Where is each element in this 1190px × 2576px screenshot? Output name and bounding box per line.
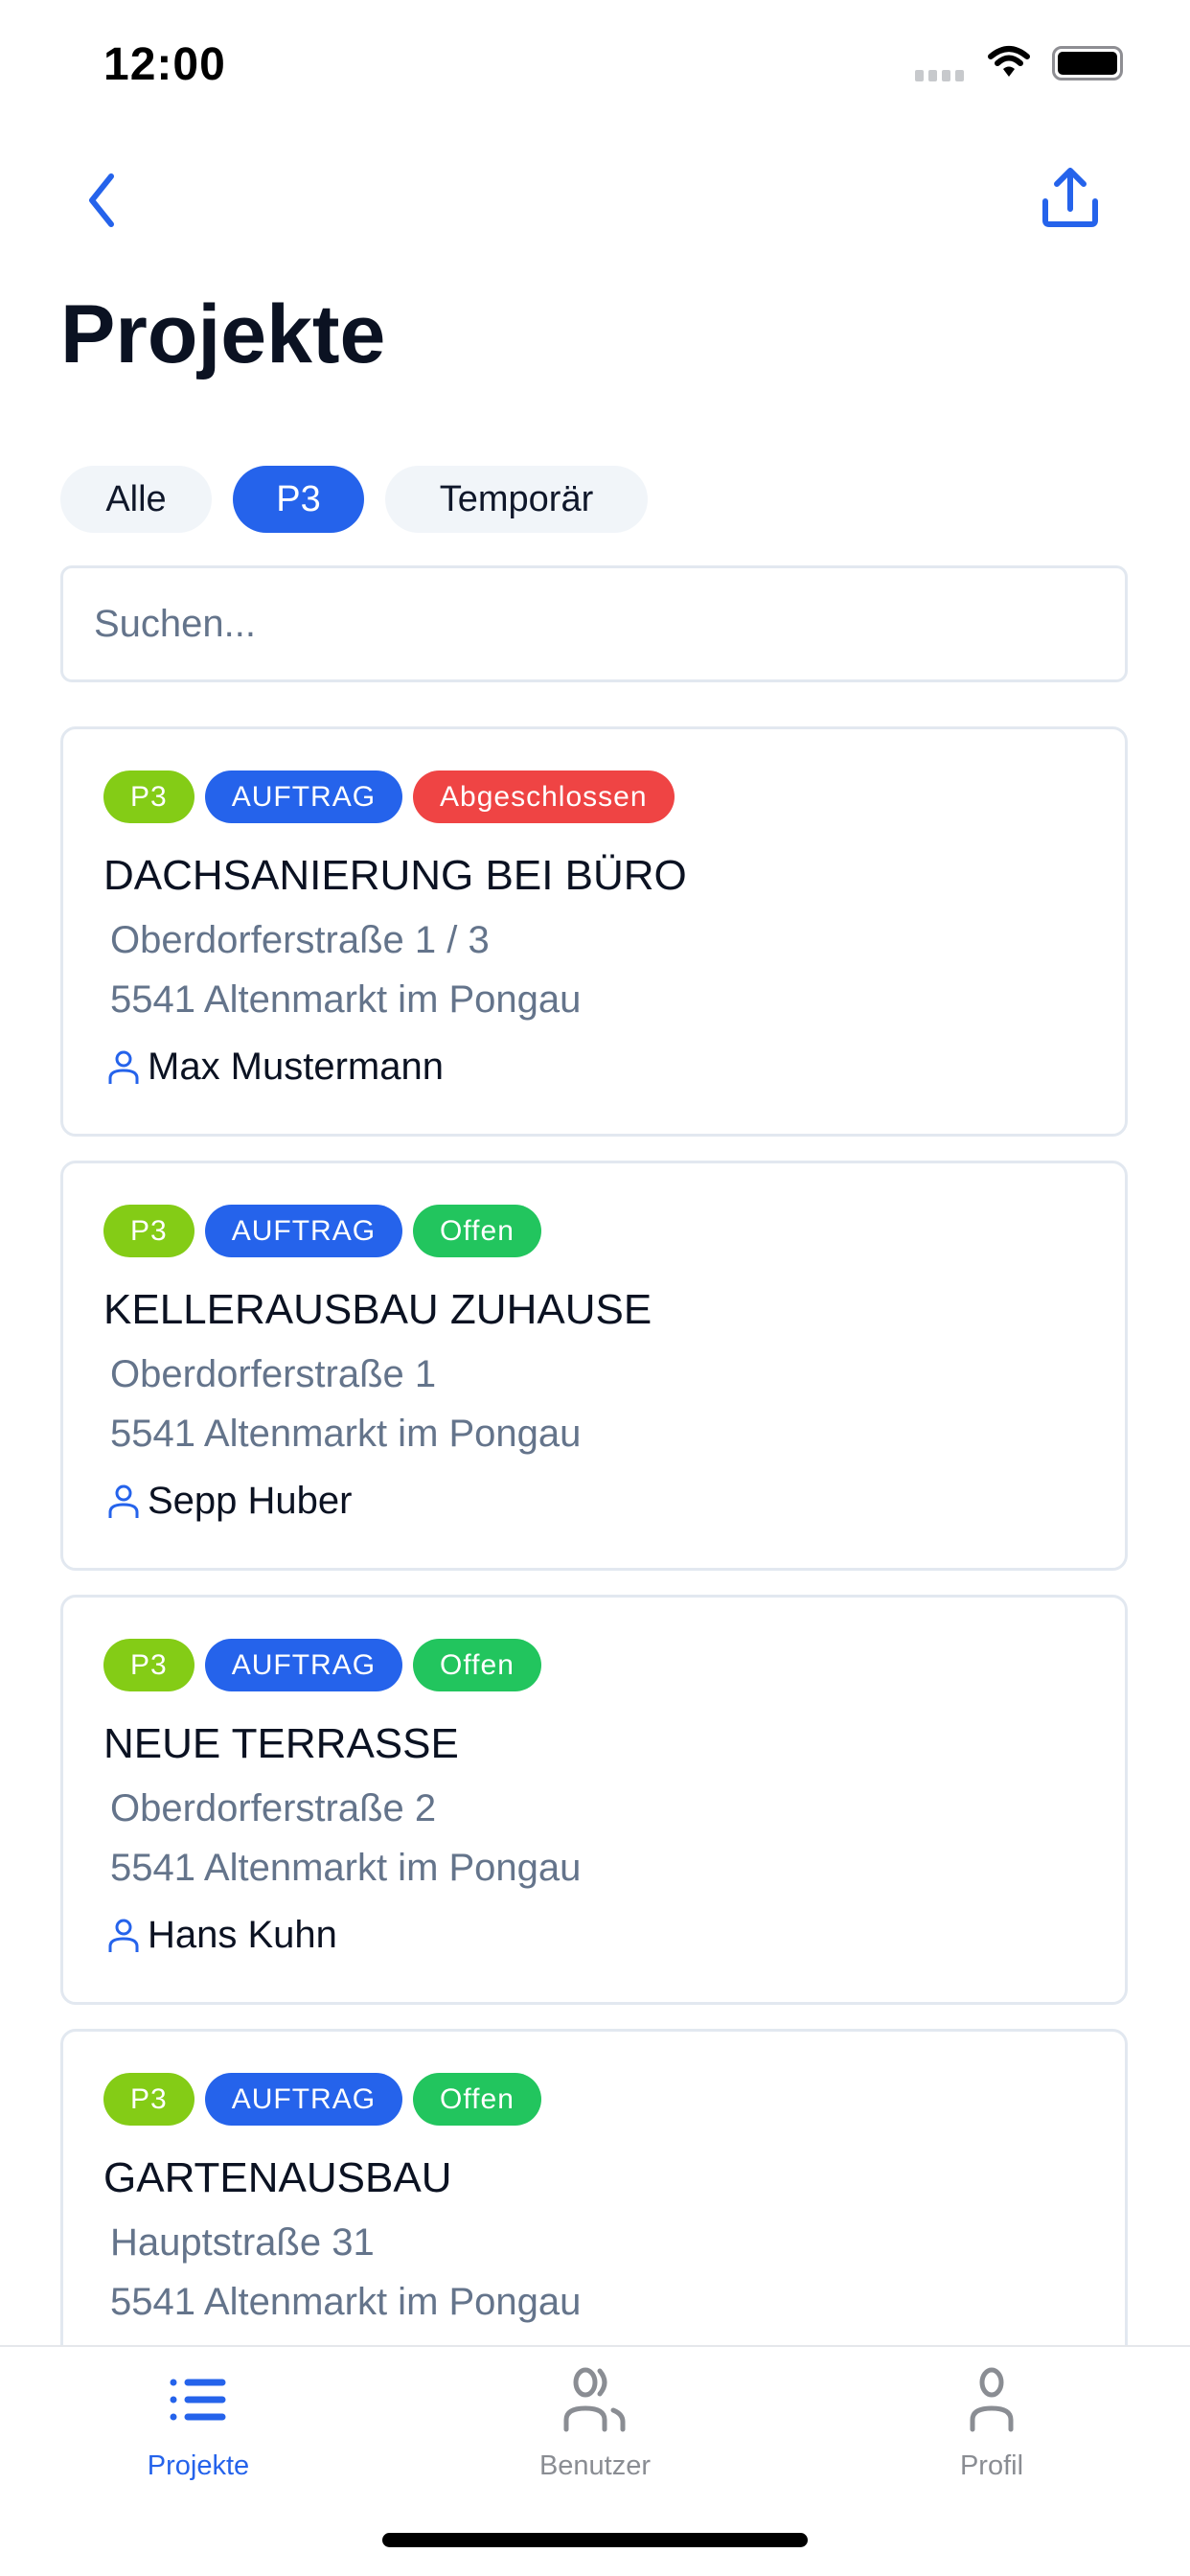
status-badge: Offen xyxy=(413,2073,541,2126)
status-badge: P3 xyxy=(103,2073,195,2126)
status-badge: AUFTRAG xyxy=(204,2073,403,2126)
project-person: Hans Kuhn xyxy=(107,1914,337,1957)
status-badge: P3 xyxy=(103,1639,195,1691)
filter-chip-alle[interactable]: Alle xyxy=(60,466,212,533)
status-badge: Offen xyxy=(413,1639,541,1691)
project-city: 5541 Altenmarkt im Pongau xyxy=(110,978,582,1021)
badge-row: P3 AUFTRAG Offen xyxy=(103,1205,541,1257)
status-badge: Abgeschlossen xyxy=(413,770,675,823)
project-person: Max Mustermann xyxy=(107,1046,444,1089)
project-card[interactable]: P3 AUFTRAG Offen KELLERAUSBAU ZUHAUSE Oberdo… xyxy=(60,1161,1128,1571)
user-icon xyxy=(970,2367,1014,2432)
badge-row: P3 AUFTRAG Abgeschlossen xyxy=(103,770,675,823)
project-title: GARTENAUSBAU xyxy=(103,2154,452,2201)
person-name: Sepp Huber xyxy=(148,1480,353,1522)
battery-icon xyxy=(1052,46,1123,80)
status-badge: AUFTRAG xyxy=(204,1205,403,1257)
status-badge: P3 xyxy=(103,1205,195,1257)
tab-label: Benutzer xyxy=(538,2450,652,2481)
project-street: Oberdorferstraße 2 xyxy=(110,1787,437,1829)
project-street: Hauptstraße 31 xyxy=(110,2221,375,2264)
tab-projekte[interactable]: Projekte xyxy=(0,2366,397,2482)
status-badge: Offen xyxy=(413,1205,541,1257)
person-icon xyxy=(108,1919,139,1952)
wifi-icon xyxy=(988,46,1030,77)
person-icon xyxy=(108,1484,139,1518)
list-icon xyxy=(170,2379,226,2421)
project-street: Oberdorferstraße 1 / 3 xyxy=(110,919,490,961)
person-name: Hans Kuhn xyxy=(148,1914,337,1956)
project-person: Sepp Huber xyxy=(107,1480,352,1523)
home-indicator xyxy=(382,2533,808,2547)
tab-label: Projekte xyxy=(147,2450,250,2481)
project-city: 5541 Altenmarkt im Pongau xyxy=(110,1847,582,1889)
project-title: NEUE TERRASSE xyxy=(103,1720,459,1767)
person-icon xyxy=(108,1050,139,1084)
status-time: 12:00 xyxy=(103,39,226,90)
status-badge: AUFTRAG xyxy=(204,770,403,823)
page-title: Projekte xyxy=(60,288,386,380)
project-card[interactable]: P3 AUFTRAG Abgeschlossen DACHSANIERUNG BEI … xyxy=(60,726,1128,1137)
project-city: 5541 Altenmarkt im Pongau xyxy=(110,2281,582,2323)
status-badge: P3 xyxy=(103,770,195,823)
status-badge: AUFTRAG xyxy=(204,1639,403,1691)
tab-benutzer[interactable]: Benutzer xyxy=(397,2366,793,2482)
project-card[interactable]: P3 AUFTRAG Offen NEUE TERRASSE Oberdorferstr… xyxy=(60,1595,1128,2005)
users-icon xyxy=(563,2367,626,2432)
tab-profil[interactable]: Profil xyxy=(793,2366,1190,2482)
project-title: DACHSANIERUNG BEI BÜRO xyxy=(103,852,687,899)
filter-chip-p3[interactable]: P3 xyxy=(233,466,364,533)
signal-icon xyxy=(915,70,964,81)
project-street: Oberdorferstraße 1 xyxy=(110,1353,437,1395)
badge-row: P3 AUFTRAG Offen xyxy=(103,2073,541,2126)
project-title: KELLERAUSBAU ZUHAUSE xyxy=(103,1286,652,1333)
share-upload-icon[interactable] xyxy=(1040,165,1101,228)
tab-label: Profil xyxy=(959,2450,1024,2481)
project-city: 5541 Altenmarkt im Pongau xyxy=(110,1413,582,1455)
person-name: Max Mustermann xyxy=(148,1046,444,1088)
badge-row: P3 AUFTRAG Offen xyxy=(103,1639,541,1691)
chevron-left-icon[interactable] xyxy=(82,172,121,228)
filter-chip-temporaer[interactable]: Temporär xyxy=(385,466,648,533)
search-input[interactable] xyxy=(60,565,1128,682)
